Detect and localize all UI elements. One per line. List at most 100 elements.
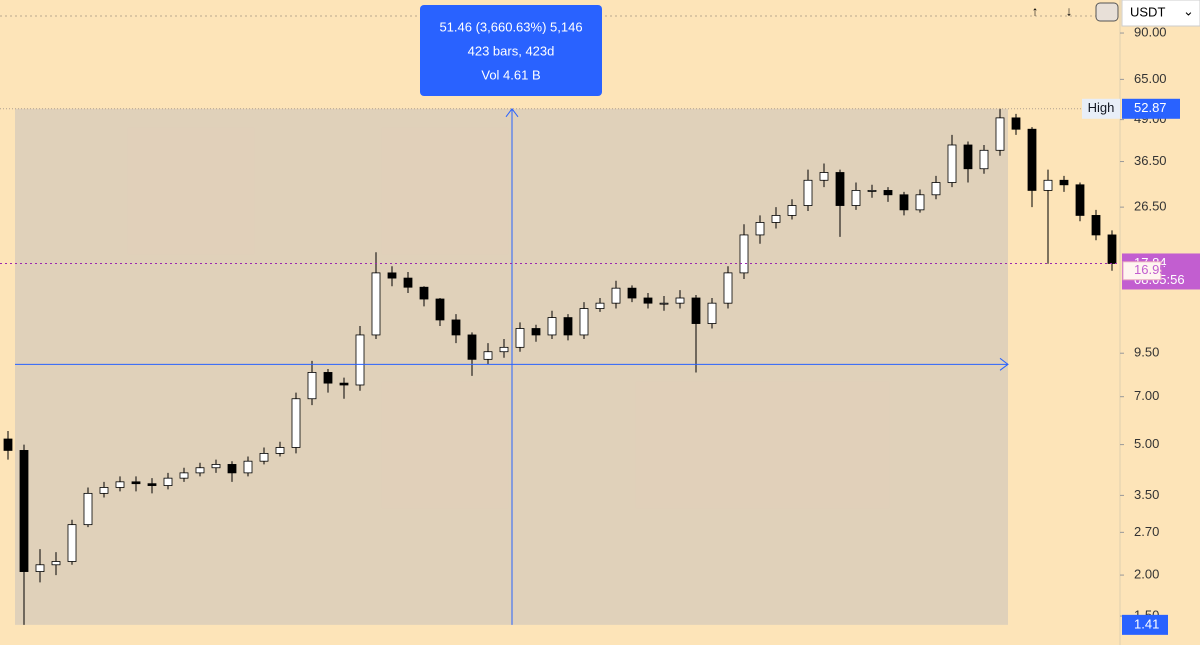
candle-body: [403, 277, 413, 288]
candle-body: [803, 179, 813, 206]
candle-body: [83, 492, 93, 526]
candle-body: [867, 190, 877, 192]
candle-body: [355, 334, 365, 386]
candle-body: [483, 351, 493, 360]
settings-button[interactable]: [1095, 2, 1119, 22]
candle-body: [595, 302, 605, 309]
high-tag: [1082, 98, 1120, 119]
candle-body: [3, 438, 13, 451]
candle-body: [979, 149, 989, 170]
y-tick-label: 9.50: [1134, 345, 1159, 360]
candle-body: [387, 272, 397, 279]
dropdown-caret: ⌄: [1183, 3, 1194, 18]
currency-select[interactable]: [1121, 0, 1200, 27]
candle-body: [211, 464, 221, 469]
measure-text: Vol 4.61 B: [481, 67, 540, 82]
candle-body: [675, 297, 685, 304]
candle-body: [835, 172, 845, 206]
candle-body: [1043, 179, 1053, 191]
candle-body: [195, 467, 205, 474]
toolbar: ↑ ↓ USDT ⌄: [1032, 0, 1200, 27]
high-price-tag: [1122, 98, 1180, 119]
candle-body: [259, 453, 269, 462]
candle-body: [771, 215, 781, 223]
candle-body: [851, 190, 861, 206]
measure-tooltip: [420, 5, 602, 96]
candle-body: [307, 372, 317, 400]
y-tick-label: 2.00: [1134, 567, 1159, 582]
candle-body: [115, 481, 125, 488]
candle-body: [659, 302, 669, 305]
alt-price-tag: [1122, 261, 1162, 281]
y-tick-label: 7.00: [1134, 388, 1159, 403]
low-price-tag: [1122, 614, 1168, 635]
candle-body: [179, 472, 189, 479]
high-price-label: 52.87: [1134, 100, 1167, 115]
measure-text: 423 bars, 423d: [468, 43, 555, 58]
high-tag-label: High: [1088, 100, 1115, 115]
candle-body: [275, 447, 285, 454]
candle-body: [451, 319, 461, 336]
price-axis: [1120, 26, 1200, 645]
candle-body: [35, 564, 45, 572]
currency-label: USDT: [1130, 4, 1165, 19]
candle-body: [787, 205, 797, 216]
y-tick-label: 65.00: [1134, 71, 1167, 86]
candle-body: [163, 477, 173, 486]
candle-body: [291, 398, 301, 448]
candles: [3, 108, 1117, 625]
candle-body: [947, 144, 957, 183]
candle-body: [499, 346, 509, 353]
candle-body: [1075, 184, 1085, 216]
candle-body: [67, 524, 77, 562]
candle-body: [643, 297, 653, 304]
candle-body: [131, 481, 141, 485]
alt-price-label: 16.95: [1134, 262, 1167, 277]
measure-arrowhead: [505, 107, 519, 118]
candle-body: [243, 460, 253, 474]
candle-body: [419, 286, 429, 300]
candle-body: [227, 464, 237, 474]
y-tick-label: 5.00: [1134, 436, 1159, 451]
measure-text: 51.46 (3,660.63%) 5,146: [439, 19, 582, 34]
candle-body: [755, 222, 765, 236]
candle-body: [963, 144, 973, 170]
candle-body: [147, 483, 157, 486]
candle-body: [579, 308, 589, 336]
candle-body: [899, 194, 909, 211]
candle-body: [1059, 179, 1069, 186]
candle-body: [547, 317, 557, 336]
up-arrow-button[interactable]: ↑: [1032, 3, 1039, 18]
candle-body: [323, 372, 333, 384]
y-tick-label: 3.50: [1134, 487, 1159, 502]
candle-body: [563, 317, 573, 336]
candle-body: [707, 302, 717, 324]
candle-body: [339, 382, 349, 386]
candle-body: [691, 297, 701, 324]
candle-body: [883, 190, 893, 196]
candle-body: [739, 234, 749, 274]
y-tick-label: 36.50: [1134, 153, 1167, 168]
candle-body: [1091, 215, 1101, 236]
candle-body: [915, 194, 925, 211]
candle-body: [1107, 234, 1117, 264]
down-arrow-button[interactable]: ↓: [1066, 3, 1073, 18]
candle-body: [1011, 117, 1021, 130]
y-tick-label: 90.00: [1134, 24, 1167, 39]
candle-body: [99, 487, 109, 494]
candle-body: [1027, 128, 1037, 191]
candle-body: [531, 328, 541, 336]
candle-body: [19, 450, 29, 572]
candle-body: [995, 117, 1005, 151]
candle-body: [819, 172, 829, 181]
y-tick-label: 2.70: [1134, 524, 1159, 539]
candle-body: [371, 272, 381, 336]
candle-body: [51, 561, 61, 566]
measure-arrowhead: [999, 357, 1009, 371]
y-tick-label: 26.50: [1134, 199, 1167, 214]
candle-body: [467, 334, 477, 360]
candle-body: [435, 298, 445, 321]
